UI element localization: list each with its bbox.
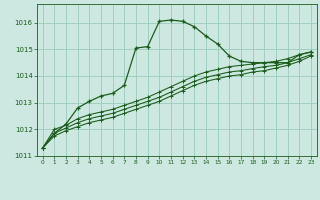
Text: Graphe pression niveau de la mer (hPa): Graphe pression niveau de la mer (hPa) <box>58 181 262 190</box>
